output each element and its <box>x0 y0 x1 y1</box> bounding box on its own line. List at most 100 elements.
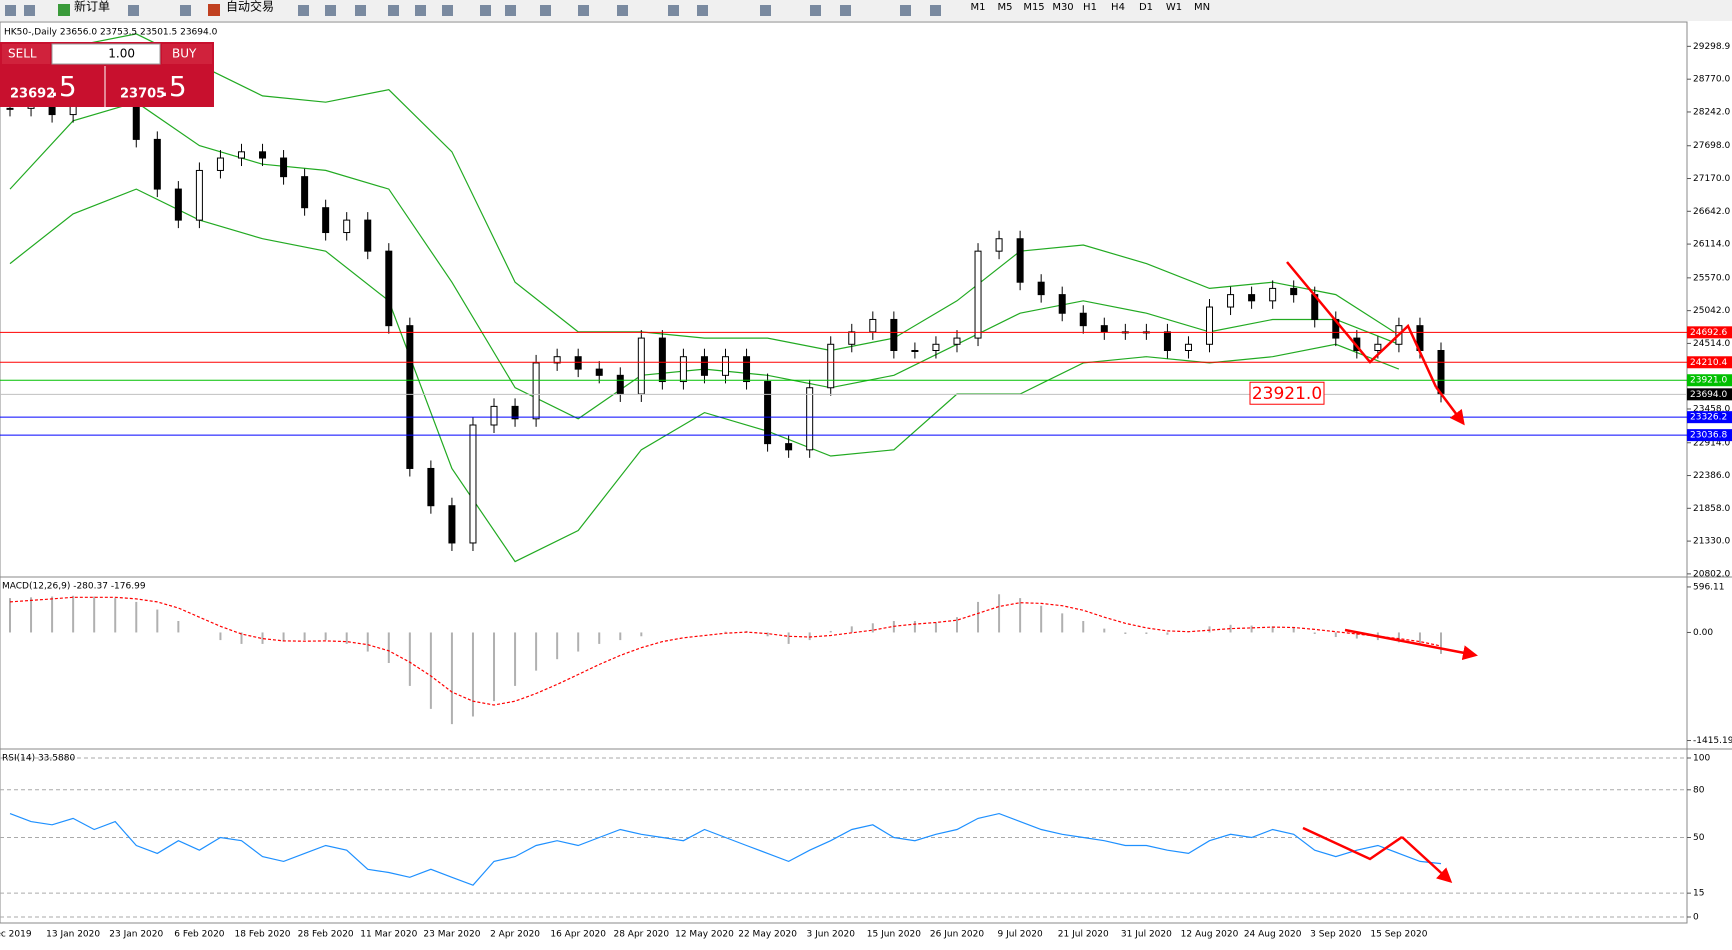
new-order[interactable]: 新订单 <box>74 0 110 14</box>
y-tick-label: 28242.0 <box>1693 107 1730 117</box>
x-tick-label: 21 Jul 2020 <box>1058 930 1109 940</box>
indicator-title: RSI(14) 33.5880 <box>2 754 75 764</box>
lots-value[interactable]: 1.00 <box>108 47 135 61</box>
timeframe-button[interactable]: M15 <box>1023 2 1044 13</box>
y-tick-label: 26114.0 <box>1693 240 1730 250</box>
x-tick-label: 23 Mar 2020 <box>423 930 480 940</box>
candle-body <box>953 337 961 345</box>
y-tick-label: 0 <box>1693 913 1699 923</box>
candle-body <box>406 325 414 469</box>
candle-body <box>553 356 561 364</box>
candle-body <box>174 188 182 221</box>
buy-label[interactable]: BUY <box>172 47 197 61</box>
x-tick-label: 3 Sep 2020 <box>1310 930 1362 940</box>
y-tick-label: 22386.0 <box>1693 471 1730 481</box>
trend-arrows <box>1286 261 1478 884</box>
sell-button[interactable] <box>2 44 50 64</box>
candle-body <box>827 343 835 389</box>
candle-body <box>1227 294 1235 308</box>
y-tick-label: 25042.0 <box>1693 306 1730 316</box>
sell-label[interactable]: SELL <box>8 47 37 61</box>
candle-body <box>322 207 330 234</box>
candle-body <box>806 387 814 451</box>
candle-body <box>1163 331 1171 351</box>
chart-layer: 29298.9 28770.0 28242.0 27698.0 27170.0 26642… <box>0 28 1732 940</box>
toolbar-icons <box>5 5 941 16</box>
toolbar <box>0 0 1732 21</box>
candle-body <box>1037 281 1045 296</box>
y-tick-label: 15 <box>1693 889 1704 899</box>
timeframe-button[interactable]: M30 <box>1052 2 1073 13</box>
y-tick-label: -1415.19 <box>1693 736 1732 746</box>
timeframe-button[interactable]: D1 <box>1139 2 1153 13</box>
y-tick-label: 21330.0 <box>1693 537 1730 547</box>
price-level-label: 24692.6 <box>1690 328 1727 338</box>
candle-body <box>237 151 245 159</box>
timeframe-button[interactable]: W1 <box>1166 2 1182 13</box>
candle-body <box>153 138 161 190</box>
candle-body <box>343 219 351 234</box>
y-tick-label: 20802.0 <box>1693 569 1730 579</box>
timeframe-button[interactable]: MN <box>1194 2 1210 13</box>
macd-signal <box>9 596 1442 706</box>
y-tick-label: 23458.0 <box>1693 404 1730 414</box>
x-tick-label: 22 May 2020 <box>738 930 797 940</box>
candle-body <box>974 250 982 339</box>
y-tick-label: 50 <box>1693 833 1705 843</box>
x-tick-label: 23 Jan 2020 <box>109 930 163 940</box>
y-tick-label: 80 <box>1693 785 1705 795</box>
new-order-icon[interactable] <box>58 4 70 16</box>
x-tick-label: 6 Feb 2020 <box>174 930 225 940</box>
candle-body <box>1184 343 1192 351</box>
candle-body <box>658 337 666 383</box>
indicator-title: MACD(12,26,9) -280.37 -176.99 <box>2 582 146 592</box>
candle-body <box>259 151 267 159</box>
candle-body <box>364 219 372 252</box>
timeframe-button[interactable]: M5 <box>998 2 1013 13</box>
candle-body <box>722 356 729 376</box>
candle-body <box>595 368 603 376</box>
y-tick-label: 27698.0 <box>1693 141 1730 151</box>
candle-body <box>1016 238 1024 283</box>
price-level-tag <box>1687 374 1732 387</box>
x-tick-label: 24 Aug 2020 <box>1244 930 1302 940</box>
x-tick-label: 31 Jul 2020 <box>1121 930 1172 940</box>
candle-body <box>1374 343 1382 351</box>
timeframe-button[interactable]: H1 <box>1083 2 1097 13</box>
x-tick-label: 12 Aug 2020 <box>1181 930 1239 940</box>
y-tick-label: 22914.0 <box>1693 438 1730 448</box>
candle-body <box>490 405 498 426</box>
bollinger-band <box>9 33 1400 352</box>
x-tick-label: 13 Jan 2020 <box>46 930 100 940</box>
x-tick-label: 28 Feb 2020 <box>298 930 354 940</box>
bid-price: 23692 <box>10 87 55 102</box>
y-tick-label: 28770.0 <box>1693 75 1730 85</box>
y-tick-label: 24514.0 <box>1693 339 1730 349</box>
candle-body <box>1290 287 1298 296</box>
annotation: 23921.0 <box>1252 384 1322 404</box>
x-tick-label: 18 Feb 2020 <box>235 930 291 940</box>
candle-body <box>785 443 793 451</box>
timeframe-button[interactable]: M1 <box>971 2 986 13</box>
lots-input[interactable] <box>51 43 161 65</box>
ask-price: 23705 <box>120 87 165 102</box>
timeframe-button[interactable]: H4 <box>1111 2 1125 13</box>
candle-body <box>280 157 288 178</box>
candle-body <box>848 331 856 345</box>
y-tick-label: 100 <box>1693 754 1710 764</box>
buy-button[interactable] <box>162 44 212 64</box>
x-tick-label: 15 Jun 2020 <box>867 930 921 940</box>
price-level-tag <box>1687 326 1732 339</box>
candle-body <box>932 343 940 351</box>
auto-trading-icon[interactable] <box>208 4 220 16</box>
candle-body <box>216 157 224 171</box>
x-tick-label: 2 Apr 2020 <box>490 930 540 940</box>
candle-body <box>1079 312 1087 327</box>
rsi-line <box>9 812 1442 886</box>
auto-trading[interactable]: 自动交易 <box>226 0 274 14</box>
y-tick-label: 596.11 <box>1693 582 1725 592</box>
y-tick-label: 26642.0 <box>1693 207 1730 217</box>
ask-pips: .5 <box>160 70 187 103</box>
candle-body <box>511 405 519 420</box>
